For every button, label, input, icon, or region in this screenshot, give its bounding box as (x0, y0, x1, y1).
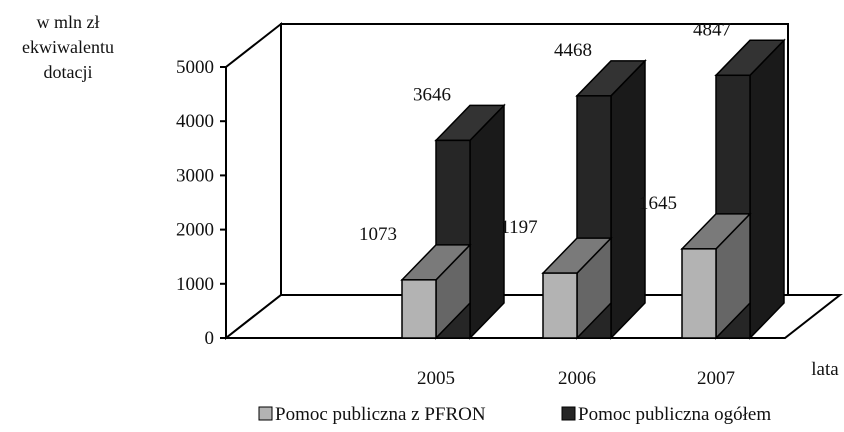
side-wall (225, 21, 282, 341)
x-axis-title: lata (811, 359, 839, 380)
y-tick-label: 1000 (176, 274, 214, 295)
data-label-total: 4847 (693, 19, 731, 40)
legend-label-total: Pomoc publiczna ogółem (578, 404, 771, 425)
y-tick-label: 4000 (176, 111, 214, 132)
y-tick-label: 3000 (176, 165, 214, 186)
bar-pfron (400, 242, 472, 340)
data-label-total: 3646 (413, 84, 451, 105)
y-axis-title-line-3: dotacji (44, 62, 93, 82)
legend-label-pfron: Pomoc publiczna z PFRON (275, 404, 486, 425)
data-label-pfron: 1645 (639, 193, 677, 214)
x-tick-label: 2005 (417, 368, 455, 389)
bar-pfron (541, 236, 613, 340)
y-axis: 0 1000 2000 3000 4000 5000 (176, 57, 226, 349)
legend: Pomoc publiczna z PFRON Pomoc publiczna … (258, 404, 771, 425)
bars: 3646 1073 4468 1197 4847 1645 (359, 19, 786, 340)
y-tick-label: 5000 (176, 57, 214, 78)
data-label-pfron: 1073 (359, 224, 397, 245)
y-tick-label: 2000 (176, 220, 214, 241)
bar-pfron (680, 211, 752, 340)
legend-swatch-total (561, 406, 576, 421)
legend-swatch-pfron (258, 406, 273, 421)
x-tick-label: 2006 (558, 368, 596, 389)
x-axis: 2005 2006 2007 (417, 368, 735, 389)
x-tick-label: 2007 (697, 368, 735, 389)
y-tick-label: 0 (205, 328, 215, 349)
y-axis-title-line-1: w mln zł (37, 12, 100, 32)
data-label-pfron: 1197 (500, 217, 537, 238)
data-label-total: 4468 (554, 40, 592, 61)
y-axis-title-line-2: ekwiwalentu (22, 37, 114, 57)
